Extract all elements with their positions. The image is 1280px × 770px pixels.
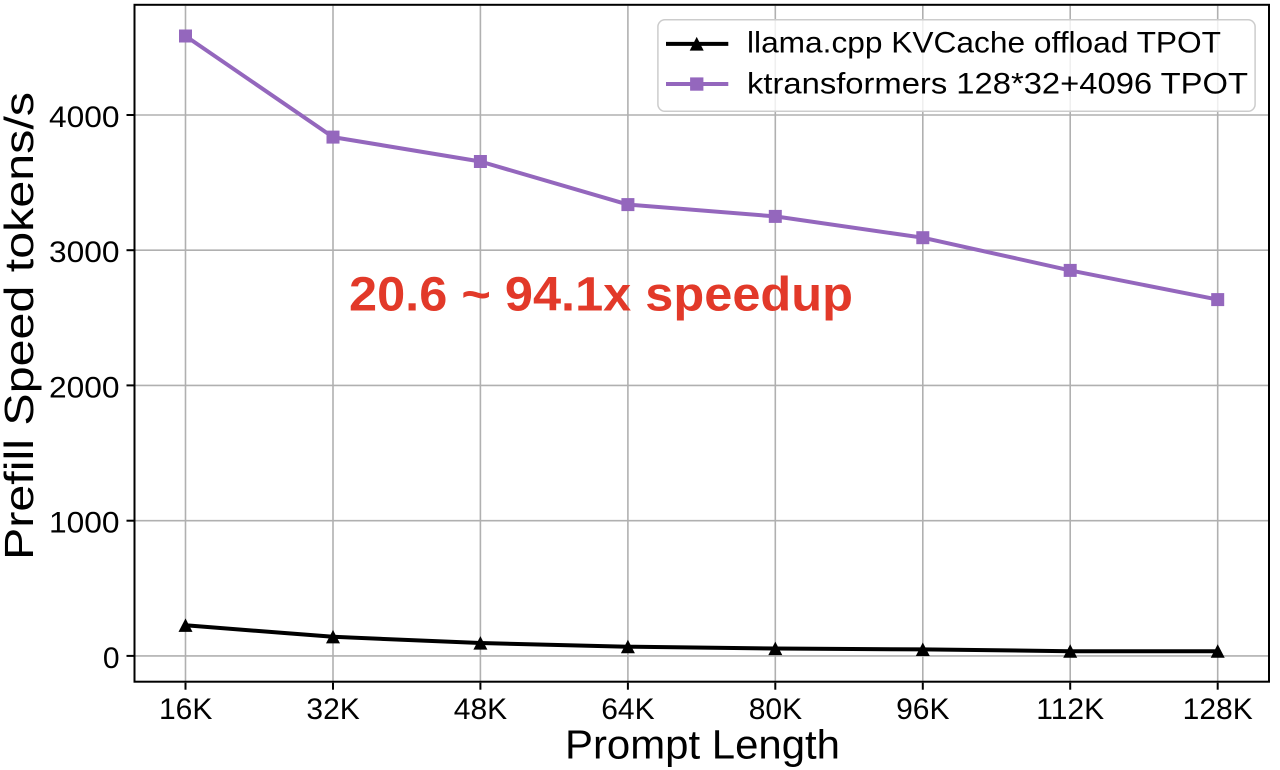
svg-text:96K: 96K <box>896 693 949 726</box>
svg-text:112K: 112K <box>1036 693 1104 726</box>
svg-text:64K: 64K <box>601 693 654 726</box>
svg-text:80K: 80K <box>749 693 802 726</box>
svg-text:16K: 16K <box>159 693 212 726</box>
svg-text:1000: 1000 <box>49 507 120 540</box>
svg-text:3000: 3000 <box>49 236 120 269</box>
svg-text:4000: 4000 <box>49 101 120 134</box>
svg-text:0: 0 <box>103 642 120 675</box>
svg-text:32K: 32K <box>306 693 359 726</box>
svg-text:llama.cpp KVCache offload TPOT: llama.cpp KVCache offload TPOT <box>747 27 1221 60</box>
svg-text:2000: 2000 <box>49 371 120 404</box>
svg-text:Prompt Length: Prompt Length <box>565 721 840 767</box>
svg-text:Prefill Speed tokens/s: Prefill Speed tokens/s <box>0 92 42 560</box>
svg-text:20.6 ~ 94.1x speedup: 20.6 ~ 94.1x speedup <box>349 268 853 321</box>
svg-text:128K: 128K <box>1183 693 1253 726</box>
svg-text:ktransformers 128*32+4096 TPOT: ktransformers 128*32+4096 TPOT <box>747 68 1248 101</box>
svg-text:48K: 48K <box>454 693 507 726</box>
